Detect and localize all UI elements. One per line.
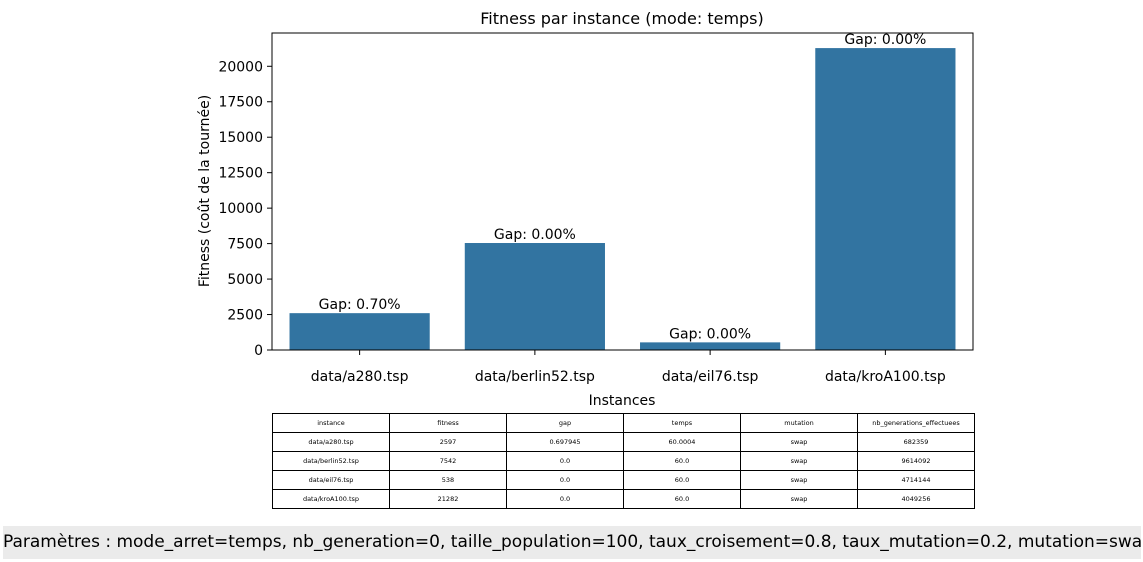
table-cell: swap <box>740 432 858 452</box>
table-cell: 4714144 <box>857 470 975 490</box>
table-cell: data/kroA100.tsp <box>272 489 390 509</box>
table-cell: 0.0 <box>506 489 624 509</box>
table-cell: 60.0 <box>623 451 741 471</box>
y-tick-label: 0 <box>254 343 263 359</box>
column-header: fitness <box>389 413 507 433</box>
x-axis-ticks: data/a280.tsp data/berlin52.tsp data/eil76… <box>311 350 946 385</box>
bar-gap-label: Gap: 0.00% <box>669 326 751 342</box>
table-cell: 0.0 <box>506 451 624 471</box>
y-tick-label: 17500 <box>218 95 263 111</box>
table-cell: 60.0 <box>623 470 741 490</box>
table-cell: 2597 <box>389 432 507 452</box>
table-row: data/a280.tsp 2597 0.697945 60.0004 swap 6823… <box>272 432 975 452</box>
y-tick-label: 12500 <box>218 166 263 182</box>
column-header: gap <box>506 413 624 433</box>
y-tick-label: 2500 <box>227 308 263 324</box>
table-cell: data/eil76.tsp <box>272 470 390 490</box>
x-tick-label: data/eil76.tsp <box>662 369 759 385</box>
bar-data-berlin52-tsp <box>464 243 605 350</box>
bar-data-kroa100-tsp <box>815 48 956 351</box>
y-tick-label: 5000 <box>227 272 263 288</box>
table-cell: 60.0 <box>623 489 741 509</box>
parameters-caption: Paramètres : mode_arret=temps, nb_genera… <box>3 526 1143 559</box>
table-cell: 4049256 <box>857 489 975 509</box>
table-row: data/kroA100.tsp 21282 0.0 60.0 swap 4049256 <box>272 489 975 509</box>
table-cell: data/a280.tsp <box>272 432 390 452</box>
table-row: data/eil76.tsp 538 0.0 60.0 swap 4714144 <box>272 470 975 490</box>
table-cell: data/berlin52.tsp <box>272 451 390 471</box>
table-cell: 60.0004 <box>623 432 741 452</box>
y-axis-title: Fitness (coût de la tournée) <box>197 95 213 287</box>
bar-labels-layer: Gap: 0.70% Gap: 0.00% Gap: 0.00% Gap: 0.00% <box>319 32 927 342</box>
table-cell: swap <box>740 451 858 471</box>
table-cell: 0.0 <box>506 470 624 490</box>
plot-frame <box>271 32 974 351</box>
table-cell: 0.697945 <box>506 432 624 452</box>
table-cell: 538 <box>389 470 507 490</box>
table-row: data/berlin52.tsp 7542 0.0 60.0 swap 9614092 <box>272 451 975 471</box>
x-tick-label: data/kroA100.tsp <box>825 369 946 385</box>
bars-layer <box>289 48 956 351</box>
y-tick-label: 7500 <box>227 237 263 253</box>
results-table: instance fitness gap temps mutation nb_genera… <box>272 413 975 509</box>
column-header: temps <box>623 413 741 433</box>
column-header: nb_generations_effectuees <box>857 413 975 433</box>
column-header: mutation <box>740 413 858 433</box>
x-tick-label: data/berlin52.tsp <box>475 369 595 385</box>
bar-gap-label: Gap: 0.00% <box>494 227 576 243</box>
table-cell: 682359 <box>857 432 975 452</box>
chart-title: Fitness par instance (mode: temps) <box>480 9 764 28</box>
x-tick-label: data/a280.tsp <box>311 369 409 385</box>
y-tick-label: 15000 <box>218 130 263 146</box>
table-cell: swap <box>740 489 858 509</box>
x-axis-title: Instances <box>589 393 656 409</box>
table-cell: 21282 <box>389 489 507 509</box>
bar-gap-label: Gap: 0.70% <box>319 297 401 313</box>
table-cell: 7542 <box>389 451 507 471</box>
y-tick-label: 20000 <box>218 59 263 75</box>
bar-data-a280-tsp <box>289 313 430 350</box>
column-header: instance <box>272 413 390 433</box>
bar-data-eil76-tsp <box>640 342 781 350</box>
y-tick-label: 10000 <box>218 201 263 217</box>
bar-gap-label: Gap: 0.00% <box>844 32 926 48</box>
table-header-row: instance fitness gap temps mutation nb_genera… <box>272 413 975 433</box>
table-cell: swap <box>740 470 858 490</box>
bar-chart: Fitness par instance (mode: temps) Gap: … <box>197 9 974 409</box>
table-cell: 9614092 <box>857 451 975 471</box>
y-axis-ticks: 0 2500 5000 7500 10000 12500 15000 17500 20000 <box>218 59 272 359</box>
